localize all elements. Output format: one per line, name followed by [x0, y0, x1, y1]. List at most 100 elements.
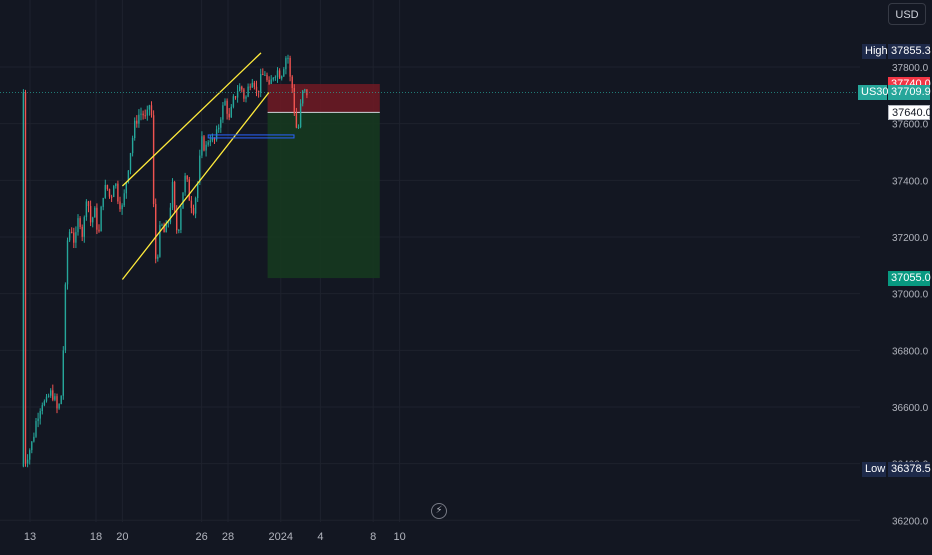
candle [64, 282, 67, 354]
candle [29, 448, 31, 465]
candle [24, 89, 27, 467]
low-label: Low [862, 462, 886, 478]
candle [100, 205, 102, 232]
time-axis[interactable]: 13 18 20 26 28 2024 4 8 10 [24, 531, 406, 543]
candle [262, 68, 264, 76]
candle [134, 117, 136, 141]
candle [85, 199, 88, 221]
candle [190, 196, 193, 214]
candle [77, 214, 79, 236]
candle [199, 149, 201, 186]
symbol-tag: US30 [858, 85, 889, 101]
candle [39, 408, 41, 425]
time-tick-label: 20 [116, 531, 128, 543]
candle [188, 176, 190, 201]
candle [152, 110, 155, 208]
candle [173, 180, 176, 213]
candle [129, 152, 132, 175]
candle [245, 95, 247, 103]
candle [41, 402, 43, 415]
candle [62, 346, 64, 400]
candle [163, 222, 165, 233]
candle [159, 220, 161, 258]
candle [180, 206, 182, 234]
candle [169, 202, 172, 225]
candle [71, 227, 73, 234]
price-tick-label: 36600.0 [892, 403, 929, 414]
candle [171, 178, 174, 211]
candle [207, 140, 209, 147]
candle [33, 432, 35, 443]
candle [79, 216, 81, 230]
candle [94, 206, 96, 218]
candle [266, 72, 268, 82]
candle [142, 110, 144, 120]
candle [178, 228, 180, 234]
candle [155, 198, 157, 264]
candle [157, 254, 159, 262]
time-tick-label: 8 [370, 531, 376, 543]
candle [283, 67, 285, 77]
candle [236, 85, 239, 103]
candle [104, 179, 106, 199]
candle [58, 403, 60, 410]
candle [224, 98, 226, 106]
candle [92, 216, 94, 228]
candle [239, 83, 241, 92]
candle [131, 135, 134, 157]
time-tick-label: 10 [393, 531, 405, 543]
candle [287, 54, 289, 64]
candle [264, 71, 266, 76]
candle [299, 99, 302, 129]
candle [45, 393, 48, 403]
support-line [207, 134, 295, 139]
candle [165, 220, 167, 233]
candle [140, 107, 142, 121]
candle [73, 227, 75, 249]
time-tick-label: 2024 [269, 531, 293, 543]
candle [138, 109, 140, 128]
candle [113, 185, 115, 198]
candle [127, 170, 130, 184]
candle [247, 83, 249, 98]
candle [218, 124, 220, 133]
candle [60, 395, 62, 405]
candle [119, 196, 121, 212]
position-zones [267, 84, 380, 279]
candle [228, 108, 230, 121]
candle [108, 188, 111, 199]
candle [98, 224, 100, 233]
target-price-tag: 37055.0 [888, 270, 931, 286]
current-price-tag: 37709.9 [888, 85, 931, 101]
candle [255, 80, 258, 97]
candle [209, 134, 211, 147]
candle [35, 418, 37, 438]
candle [241, 85, 243, 93]
candle [205, 141, 207, 157]
candle [192, 204, 195, 216]
currency-button[interactable]: USD [888, 3, 926, 25]
lightning-icon[interactable]: ⚡︎ [431, 503, 447, 519]
candle [22, 89, 25, 468]
candle [249, 83, 251, 91]
time-tick-label: 13 [24, 531, 36, 543]
drawings [0, 52, 860, 280]
candle [186, 175, 188, 182]
time-tick-label: 28 [222, 531, 234, 543]
candle [102, 197, 104, 211]
price-tick-label: 37400.0 [892, 176, 929, 187]
candle [182, 192, 184, 209]
channel-lower-line [121, 92, 270, 280]
price-axis[interactable]: 36200.036400.036600.036800.037000.037200… [892, 63, 929, 527]
price-tick-label: 37800.0 [892, 63, 929, 74]
candle [125, 181, 127, 199]
candle [75, 226, 77, 249]
candle [123, 189, 125, 207]
candle [272, 77, 274, 82]
candle [89, 200, 92, 227]
candle [150, 101, 153, 118]
candle [268, 76, 270, 85]
candle [43, 399, 46, 407]
candle [52, 384, 54, 402]
